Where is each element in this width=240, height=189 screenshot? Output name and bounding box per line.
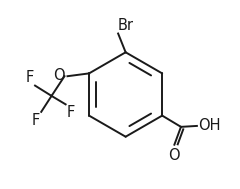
Text: F: F xyxy=(32,113,40,128)
Text: O: O xyxy=(53,68,65,83)
Text: F: F xyxy=(26,70,34,85)
Text: Br: Br xyxy=(117,18,133,33)
Text: F: F xyxy=(66,105,75,120)
Text: OH: OH xyxy=(198,119,220,133)
Text: O: O xyxy=(168,148,179,163)
